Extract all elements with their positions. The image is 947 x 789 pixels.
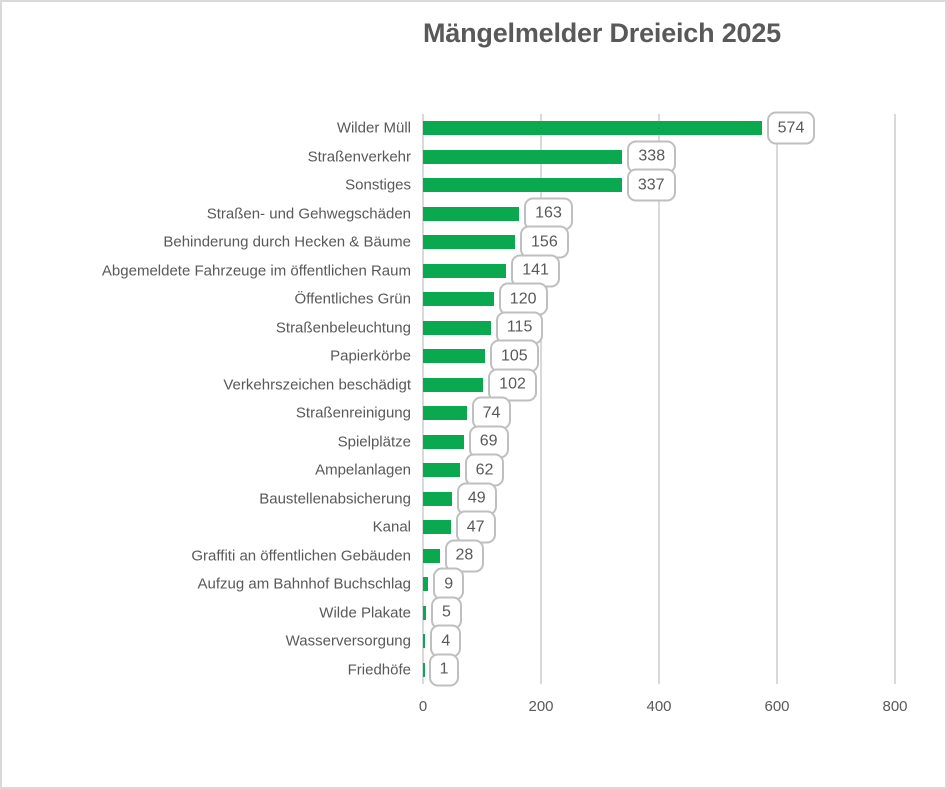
- bar-row: Straßenverkehr 338: [308, 140, 895, 174]
- bar: [423, 605, 426, 620]
- category-label: Straßenbeleuchtung: [275, 319, 411, 337]
- chart-title: Mängelmelder Dreieich 2025: [423, 18, 781, 48]
- bar-row: Wilder Müll 574: [337, 111, 895, 145]
- bar: [423, 377, 484, 392]
- bar-row: Spielplätze 69: [338, 425, 895, 459]
- bar-row: Aufzug am Bahnhof Buchschlag 9: [198, 567, 895, 601]
- data-label: 1: [428, 653, 460, 687]
- bar: [423, 320, 491, 335]
- bar-row: Wasserversorgung 4: [286, 624, 895, 658]
- category-label: Baustellenabsicherung: [259, 490, 411, 508]
- category-label: Abgemeldete Fahrzeuge im öffentlichen Ra…: [101, 262, 411, 280]
- category-label: Wasserversorgung: [285, 632, 411, 650]
- bar: [423, 434, 464, 449]
- gridline-x-800: [894, 114, 896, 684]
- bar-row: Behinderung durch Hecken & Bäume 156: [163, 225, 895, 259]
- bar-row: Straßenbeleuchtung 115: [276, 311, 895, 345]
- data-label: 49: [456, 482, 497, 516]
- bar-row: Baustellenabsicherung 49: [259, 482, 895, 516]
- gridline-x-600: [776, 114, 778, 684]
- category-label: Papierkörbe: [330, 347, 411, 365]
- bar: [423, 662, 425, 677]
- bar: [423, 263, 507, 278]
- category-label: Aufzug am Bahnhof Buchschlag: [197, 575, 411, 593]
- category-label: Kanal: [372, 518, 411, 536]
- data-label: 4: [430, 624, 462, 658]
- bar-row: Graffiti an öffentlichen Gebäuden 28: [191, 539, 895, 573]
- gridline-x-200: [540, 114, 542, 684]
- bar: [423, 178, 622, 193]
- bar-row: Papierkörbe 105: [330, 339, 895, 373]
- bar-row: Verkehrszeichen beschädigt 102: [223, 368, 895, 402]
- plot-area: Wilder Müll 574 Straßenverkehr 338 Sonstiges…: [102, 111, 896, 687]
- bar: [423, 548, 440, 563]
- bar: [423, 406, 467, 421]
- data-label: 28: [444, 539, 485, 573]
- gridline-x-0: [422, 114, 424, 684]
- bar: [423, 121, 762, 136]
- category-label: Spielplätze: [337, 433, 411, 451]
- category-label: Graffiti an öffentlichen Gebäuden: [191, 547, 411, 565]
- bar-row: Sonstiges 337: [345, 168, 895, 202]
- bar-row: Straßen- und Gehwegschäden 163: [207, 197, 895, 231]
- data-label: 574: [766, 111, 816, 145]
- category-label: Sonstiges: [345, 176, 411, 194]
- data-label: 5: [430, 596, 462, 630]
- data-label: 163: [524, 197, 573, 231]
- bar-row: Kanal 47: [373, 510, 895, 544]
- category-label: Behinderung durch Hecken & Bäume: [163, 233, 411, 251]
- bar: [423, 349, 485, 364]
- gridline-x-400: [658, 114, 660, 684]
- bar: [423, 577, 429, 592]
- bar: [423, 206, 520, 221]
- data-label: 9: [433, 567, 465, 601]
- x-axis-tick: 800: [882, 698, 908, 715]
- bar-row: Ampelanlagen 62: [315, 453, 895, 487]
- bar: [423, 491, 452, 506]
- category-label: Straßen- und Gehwegschäden: [206, 205, 411, 223]
- category-label: Wilder Müll: [336, 119, 411, 137]
- category-label: Verkehrszeichen beschädigt: [223, 376, 411, 394]
- data-label: 47: [455, 510, 496, 544]
- x-axis-tick: 0: [418, 698, 428, 715]
- bar: [423, 634, 426, 649]
- bar-row: Abgemeldete Fahrzeuge im öffentlichen Ra…: [102, 254, 895, 288]
- x-axis-tick: 400: [646, 698, 672, 715]
- data-label: 141: [511, 254, 560, 288]
- bar: [423, 235, 516, 250]
- bar-row: Öffentliches Grün 120: [295, 282, 895, 316]
- data-label: 115: [495, 311, 544, 345]
- data-label: 102: [488, 368, 537, 402]
- x-axis-tick: 200: [528, 698, 554, 715]
- category-label: Straßenreinigung: [295, 404, 411, 422]
- data-label: 105: [489, 339, 539, 373]
- category-label: Öffentliches Grün: [294, 290, 411, 308]
- bar: [423, 292, 494, 307]
- bar-row: Straßenreinigung 74: [296, 396, 895, 430]
- category-label: Wilde Plakate: [319, 604, 411, 622]
- data-label: 337: [626, 168, 676, 202]
- bar-row: Friedhöfe 1: [348, 653, 895, 687]
- category-label: Straßenverkehr: [307, 148, 411, 166]
- bar: [423, 463, 460, 478]
- bar-row: Wilde Plakate 5: [319, 596, 895, 630]
- bar: [423, 149, 623, 164]
- category-label: Friedhöfe: [347, 661, 411, 679]
- category-label: Ampelanlagen: [315, 461, 411, 479]
- x-axis-tick: 600: [764, 698, 790, 715]
- bar: [423, 520, 451, 535]
